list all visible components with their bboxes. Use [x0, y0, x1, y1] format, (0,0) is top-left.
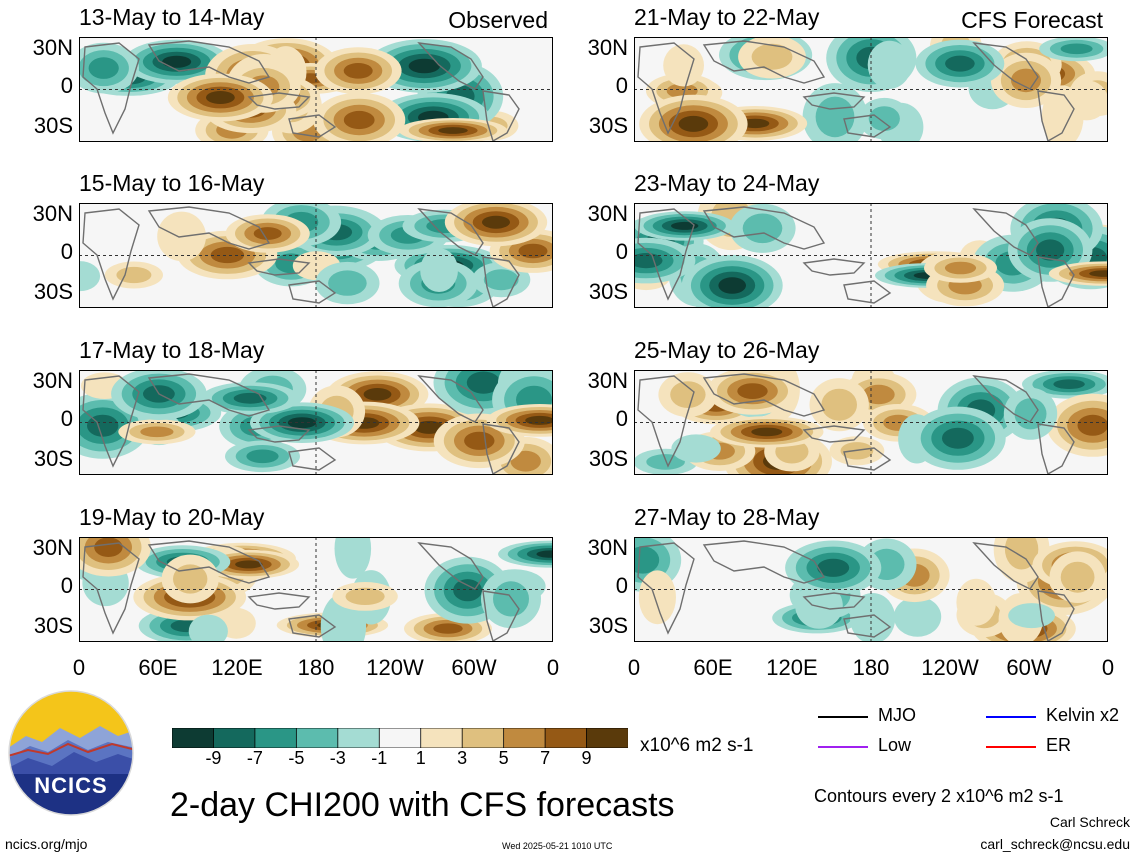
colorbar-swatch	[586, 728, 628, 748]
colorbar-swatch	[503, 728, 546, 748]
panel-title: 25-May to 26-May	[634, 337, 820, 363]
lat-tick-label: 30N	[32, 201, 73, 226]
legend-label: MJO	[878, 705, 916, 725]
legend-line	[818, 746, 868, 748]
lon-tick-label: 120E	[766, 655, 818, 680]
lon-tick-label: 0	[72, 655, 86, 680]
lat-tick-label: 30N	[32, 35, 73, 60]
legend-line	[986, 746, 1036, 748]
colorbar-tick-label: 5	[498, 748, 509, 768]
legend-label: Low	[878, 735, 912, 755]
colorbar-tick-label: -7	[246, 748, 263, 768]
logo-text: NCICS	[34, 773, 107, 798]
panel-source-label: Observed	[448, 7, 548, 33]
lat-tick-label: 0	[615, 239, 628, 264]
panel-title: 15-May to 16-May	[79, 170, 265, 196]
colorbar-tick-label: 3	[457, 748, 468, 768]
chi200-map	[634, 203, 1108, 308]
colorbar-tick-label: -3	[329, 748, 346, 768]
chi200-map	[79, 203, 553, 308]
colorbar-tick-label: -5	[288, 748, 305, 768]
lat-tick-label: 30S	[33, 113, 73, 138]
lon-tick-label: 0	[546, 655, 560, 680]
colorbar-swatch	[420, 728, 463, 748]
colorbar-units: x10^6 m2 s-1	[640, 735, 754, 756]
colorbar-tick-label: 1	[415, 748, 426, 768]
colorbar-swatch	[295, 728, 339, 748]
lon-tick-label: 180	[852, 655, 890, 680]
colorbar-swatch	[213, 728, 256, 748]
lat-tick-label: 30S	[33, 613, 73, 638]
lat-tick-label: 0	[615, 73, 628, 98]
lat-tick-label: 0	[60, 73, 73, 98]
colorbar-swatch	[172, 728, 215, 748]
lon-tick-label: 0	[627, 655, 641, 680]
colorbar-tick-label: -9	[205, 748, 222, 768]
lat-tick-label: 30N	[587, 368, 628, 393]
main-title: 2-day CHI200 with CFS forecasts	[170, 786, 675, 824]
lon-tick-label: 0	[1101, 655, 1115, 680]
lat-tick-label: 30N	[587, 201, 628, 226]
legend-line	[818, 716, 868, 718]
lon-tick-label: 60E	[693, 655, 733, 680]
lon-tick-label: 60W	[451, 655, 497, 680]
legend-label: ER	[1046, 735, 1072, 755]
lat-tick-label: 30S	[588, 446, 628, 471]
lat-tick-label: 0	[615, 573, 628, 598]
legend-line	[986, 716, 1036, 718]
lat-tick-label: 30S	[33, 446, 73, 471]
footer-timestamp: Wed 2025-05-21 1010 UTC	[502, 841, 613, 851]
lat-tick-label: 30S	[588, 279, 628, 304]
contours-note: Contours every 2 x10^6 m2 s-1	[814, 786, 1064, 806]
lat-tick-label: 30S	[588, 613, 628, 638]
colorbar-swatch	[254, 728, 298, 748]
colorbar	[172, 728, 628, 748]
chi200-map	[634, 37, 1108, 142]
lat-tick-label: 30N	[32, 535, 73, 560]
lat-tick-label: 30S	[33, 279, 73, 304]
colorbar-tick-label: 9	[581, 748, 592, 768]
panel-title: 17-May to 18-May	[79, 337, 265, 363]
colorbar-swatch	[378, 728, 422, 748]
lon-tick-label: 60W	[1006, 655, 1052, 680]
panel-title: 13-May to 14-May	[79, 4, 265, 30]
legend-label: Kelvin x2	[1046, 705, 1120, 725]
footer-site[interactable]: ncics.org/mjo	[5, 836, 88, 852]
lon-tick-label: 180	[297, 655, 335, 680]
colorbar-tick-label: -1	[371, 748, 388, 768]
panel-title: 21-May to 22-May	[634, 4, 820, 30]
lon-tick-label: 60E	[138, 655, 178, 680]
panel-title: 19-May to 20-May	[79, 504, 265, 530]
chi200-map	[79, 537, 553, 642]
colorbar-swatch	[337, 728, 380, 748]
lon-tick-label: 120W	[366, 655, 424, 680]
lon-tick-label: 120E	[211, 655, 263, 680]
lat-tick-label: 0	[60, 573, 73, 598]
colorbar-tick-label: 7	[540, 748, 551, 768]
colorbar-swatch	[461, 728, 505, 748]
colorbar-swatch	[544, 728, 588, 748]
panel-title: 23-May to 24-May	[634, 170, 820, 196]
footer-email[interactable]: carl_schreck@ncsu.edu	[980, 836, 1130, 852]
lat-tick-label: 0	[615, 406, 628, 431]
chi200-map	[634, 537, 1108, 642]
lat-tick-label: 30N	[32, 368, 73, 393]
panel-source-label: CFS Forecast	[961, 7, 1103, 33]
ncics-logo: NCICS	[8, 690, 134, 816]
lat-tick-label: 30N	[587, 35, 628, 60]
chi200-map	[79, 370, 553, 475]
footer-author: Carl Schreck	[1049, 814, 1130, 830]
panel-title: 27-May to 28-May	[634, 504, 820, 530]
lat-tick-label: 0	[60, 406, 73, 431]
lat-tick-label: 30S	[588, 113, 628, 138]
lat-tick-label: 0	[60, 239, 73, 264]
lat-tick-label: 30N	[587, 535, 628, 560]
chi200-map	[79, 37, 553, 142]
lon-tick-label: 120W	[921, 655, 979, 680]
chi200-map	[634, 370, 1108, 475]
